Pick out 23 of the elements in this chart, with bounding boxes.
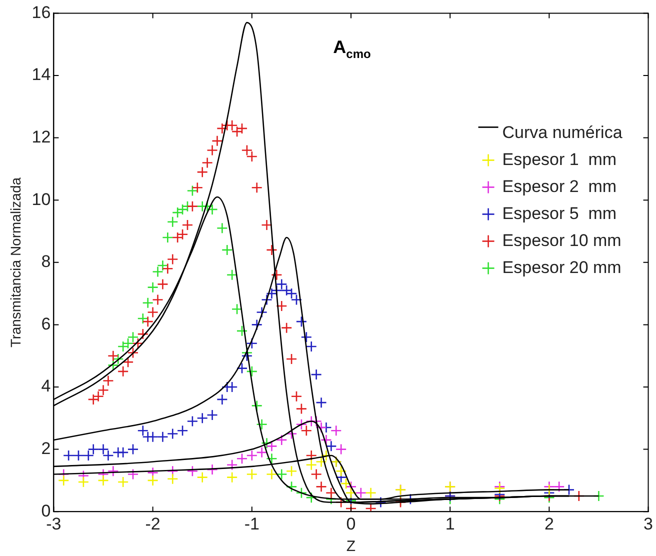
legend-label: Curva numérica <box>502 122 623 142</box>
y-tick-label: 8 <box>41 252 51 272</box>
x-tick-label: 1 <box>445 514 455 534</box>
legend-label: Espesor 20 mm <box>502 258 622 277</box>
y-tick-label: 6 <box>41 314 51 334</box>
x-tick-label: -2 <box>145 514 160 534</box>
legend-label: Espesor 10 mm <box>502 230 622 250</box>
y-tick-label: 16 <box>32 2 51 22</box>
x-tick-label: 3 <box>644 514 654 534</box>
legend-label: Espesor 1 mm <box>502 150 617 169</box>
x-tick-label: 0 <box>346 514 356 534</box>
x-tick-label: 2 <box>544 514 554 534</box>
y-axis-title: Transmitancia Normalizada <box>7 177 24 348</box>
legend-label: Espesor 2 mm <box>502 176 617 196</box>
y-tick-label: 0 <box>41 501 51 520</box>
legend-label: Espesor 5 mm <box>502 204 617 223</box>
y-tick-label: 14 <box>32 65 51 84</box>
y-tick-label: 2 <box>41 438 51 458</box>
y-tick-label: 4 <box>41 376 51 396</box>
y-tick-label: 12 <box>32 127 51 146</box>
y-tick-label: 10 <box>32 190 51 209</box>
x-tick-label: -1 <box>244 514 260 534</box>
x-axis-title: Z <box>346 538 356 556</box>
